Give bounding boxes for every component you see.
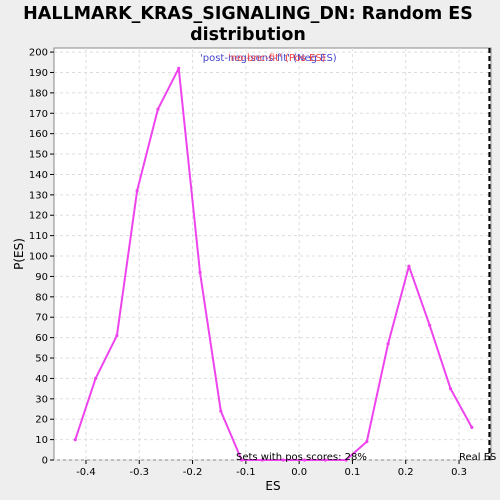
data-point: [470, 425, 474, 429]
y-tick-label: 50: [35, 354, 48, 365]
chart-title-line-2: distribution: [190, 25, 306, 45]
data-point: [344, 458, 348, 462]
x-axis-label: ES: [265, 479, 280, 493]
data-point: [428, 323, 432, 327]
data-point: [260, 458, 264, 462]
es-distribution-line: [74, 67, 473, 461]
y-axis-label: P(ES): [12, 238, 26, 270]
series-layer: [73, 66, 474, 462]
real-es-annotation: Real ES: [459, 452, 496, 463]
data-point: [177, 66, 181, 70]
y-tick-label: 140: [29, 170, 48, 181]
y-tick-label: 110: [29, 231, 48, 242]
data-point: [407, 264, 411, 268]
y-tick-label: 20: [35, 415, 48, 426]
x-tick-label: 0.0: [291, 467, 307, 478]
data-point: [73, 438, 77, 442]
y-tick-label: 90: [35, 272, 48, 283]
data-point: [323, 458, 327, 462]
y-tick-label: 100: [29, 252, 48, 263]
y-tick-label: 30: [35, 394, 48, 405]
data-point: [198, 270, 202, 274]
y-tick-label: 10: [35, 435, 48, 446]
data-point: [365, 440, 369, 444]
data-point: [448, 387, 453, 391]
y-tick-label: 80: [35, 292, 48, 303]
y-tick-label: 170: [29, 109, 48, 120]
data-point: [302, 458, 307, 462]
x-tick-label: -0.4: [76, 467, 96, 478]
y-tick-label: 180: [29, 88, 48, 99]
y-tick-label: 130: [29, 190, 48, 201]
legend-pos-es: 'no-bnc-fit' (Pos ES): [228, 53, 326, 64]
y-tick-label: 200: [29, 48, 48, 59]
legend-neg-es: 'post-neg-sens-fit' (Neg ES): [200, 53, 337, 64]
x-tick-label: -0.2: [183, 467, 203, 478]
y-tick-label: 120: [29, 211, 48, 222]
data-point: [93, 376, 98, 381]
data-point: [156, 107, 160, 111]
data-point: [219, 409, 223, 413]
x-tick-label: 0.1: [344, 467, 360, 478]
x-tick-label: -0.1: [236, 467, 256, 478]
y-tick-label: 60: [35, 333, 48, 344]
data-point: [386, 342, 390, 346]
data-point: [135, 189, 139, 193]
x-tick-label: 0.3: [451, 467, 467, 478]
y-tick-label: 160: [29, 129, 48, 140]
data-point: [281, 458, 285, 462]
x-tick-label: 0.2: [398, 467, 414, 478]
y-tick-label: 150: [29, 150, 48, 161]
chart-title-line-1: HALLMARK_KRAS_SIGNALING_DN: Random ES: [23, 4, 473, 24]
y-tick-label: 0: [42, 456, 48, 467]
y-tick-label: 40: [35, 374, 48, 385]
grid-lines: [54, 48, 491, 461]
data-point: [115, 333, 119, 338]
x-tick-label: -0.3: [130, 467, 150, 478]
y-tick-label: 70: [35, 313, 48, 324]
y-tick-label: 190: [29, 68, 48, 79]
axis-ticks: 0 10 20 30 40 50 60 70 80 90 100 110 120 130 140 150 160…: [29, 48, 467, 478]
pos-scores-annotation: Sets with pos scores: 28%: [236, 452, 367, 463]
plot-area: [53, 47, 492, 461]
data-point: [239, 458, 244, 462]
